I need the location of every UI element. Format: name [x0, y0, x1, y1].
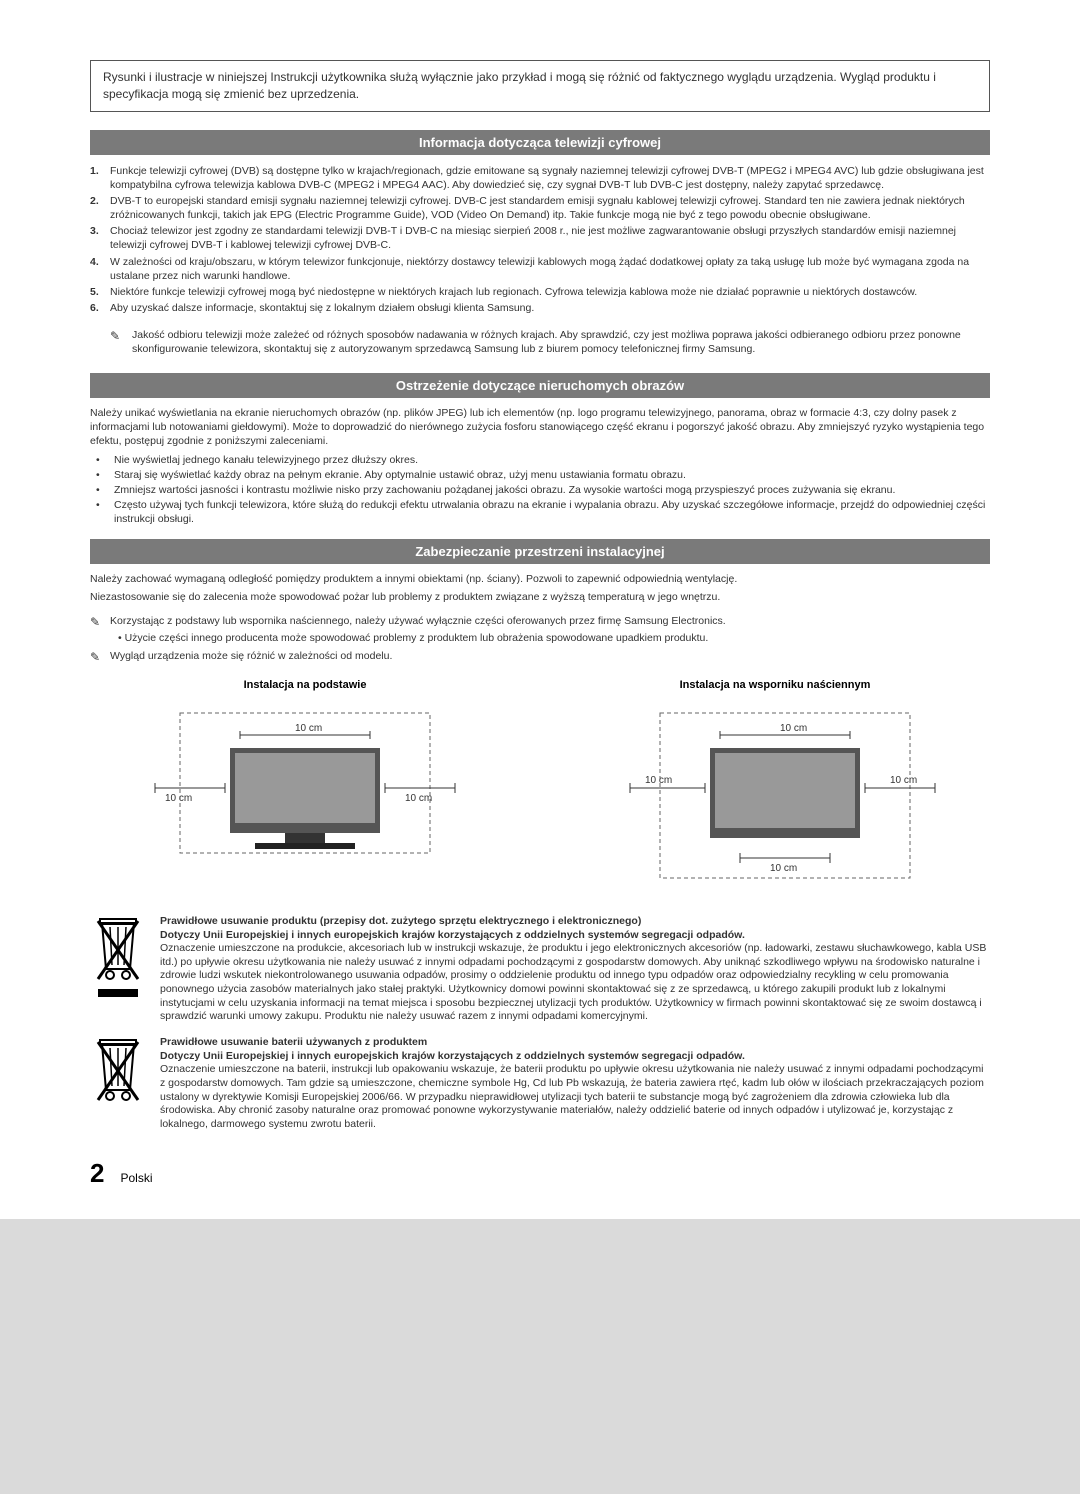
- section-header-install-space: Zabezpieczanie przestrzeni instalacyjnej: [90, 539, 990, 564]
- install-wall-col: Instalacja na wsporniku naściennym 10 cm…: [560, 679, 990, 893]
- disposal-body: Oznaczenie umieszczone na baterii, instr…: [160, 1063, 984, 1130]
- disposal-product-text: Prawidłowe usuwanie produktu (przepisy d…: [160, 915, 990, 1024]
- note-text: Wygląd urządzenia może się różnić w zale…: [110, 649, 392, 665]
- install-intro-2: Niezastosowanie się do zalecenia może sp…: [90, 590, 990, 604]
- disposal-title: Prawidłowe usuwanie produktu (przepisy d…: [160, 915, 641, 927]
- note-icon: ✎: [90, 649, 110, 665]
- bullet-text: Nie wyświetlaj jednego kanału telewizyjn…: [114, 453, 418, 467]
- list-num: 6.: [90, 301, 110, 315]
- list-item-text: Aby uzyskać dalsze informacje, skontaktu…: [110, 301, 990, 315]
- svg-text:10 cm: 10 cm: [770, 863, 797, 874]
- wall-diagram: 10 cm 10 cm 10 cm 10 cm: [610, 703, 940, 893]
- section-header-still-image: Ostrzeżenie dotyczące nieruchomych obraz…: [90, 373, 990, 398]
- install-note-2: ✎ Wygląd urządzenia może się różnić w za…: [90, 649, 990, 665]
- sub-note: ✎ Jakość odbioru telewizji może zależeć …: [110, 328, 990, 356]
- svg-text:10 cm: 10 cm: [780, 723, 807, 734]
- list-item-text: Chociaż telewizor jest zgodny ze standar…: [110, 224, 990, 252]
- svg-text:10 cm: 10 cm: [405, 793, 432, 804]
- list-item-text: Niektóre funkcje telewizji cyfrowej mogą…: [110, 285, 990, 299]
- install-intro-1: Należy zachować wymaganą odległość pomię…: [90, 572, 990, 586]
- notice-text: Rysunki i ilustracje w niniejszej Instru…: [103, 70, 936, 101]
- svg-text:10 cm: 10 cm: [645, 775, 672, 786]
- install-diagrams-row: Instalacja na podstawie 10 cm 10 cm 10 c…: [90, 679, 990, 893]
- disposal-product-row: Prawidłowe usuwanie produktu (przepisy d…: [90, 915, 990, 1024]
- list-item-text: W zależności od kraju/obszaru, w którym …: [110, 255, 990, 283]
- bullet-text: Zmniejsz wartości jasności i kontrastu m…: [114, 483, 895, 497]
- list-item-text: DVB-T to europejski standard emisji sygn…: [110, 194, 990, 222]
- list-item-text: Funkcje telewizji cyfrowej (DVB) są dost…: [110, 164, 990, 192]
- list-num: 5.: [90, 285, 110, 299]
- svg-text:10 cm: 10 cm: [890, 775, 917, 786]
- page-language: Polski: [120, 1171, 152, 1185]
- note-sub-bullet: Użycie części innego producenta może spo…: [118, 631, 726, 645]
- disposal-body: Oznaczenie umieszczone na produkcie, akc…: [160, 942, 986, 1022]
- battery-bin-icon: [90, 1036, 146, 1131]
- still-image-bullets: Nie wyświetlaj jednego kanału telewizyjn…: [90, 452, 990, 527]
- still-image-intro: Należy unikać wyświetlania na ekranie ni…: [90, 406, 990, 449]
- note-icon: ✎: [90, 614, 110, 644]
- disposal-title: Prawidłowe usuwanie baterii używanych z …: [160, 1036, 427, 1048]
- note-main: Korzystając z podstawy lub wspornika naś…: [110, 615, 726, 627]
- bullet-text: Często używaj tych funkcji telewizora, k…: [114, 498, 990, 526]
- disposal-battery-row: Prawidłowe usuwanie baterii używanych z …: [90, 1036, 990, 1131]
- note-icon: ✎: [110, 328, 132, 356]
- svg-text:10 cm: 10 cm: [295, 723, 322, 734]
- install-stand-title: Instalacja na podstawie: [90, 679, 520, 691]
- bullet-text: Staraj się wyświetlać każdy obraz na peł…: [114, 468, 686, 482]
- page-number: 2: [90, 1158, 104, 1189]
- svg-text:10 cm: 10 cm: [165, 793, 192, 804]
- list-num: 2.: [90, 194, 110, 222]
- section-header-digital-tv: Informacja dotycząca telewizji cyfrowej: [90, 130, 990, 155]
- digital-tv-list: 1.Funkcje telewizji cyfrowej (DVB) są do…: [90, 163, 990, 317]
- sub-note-text: Jakość odbioru telewizji może zależeć od…: [132, 328, 990, 356]
- stand-diagram: 10 cm 10 cm 10 cm: [140, 703, 470, 873]
- list-num: 3.: [90, 224, 110, 252]
- top-notice-box: Rysunki i ilustracje w niniejszej Instru…: [90, 60, 990, 112]
- install-wall-title: Instalacja na wsporniku naściennym: [560, 679, 990, 691]
- disposal-battery-text: Prawidłowe usuwanie baterii używanych z …: [160, 1036, 990, 1131]
- disposal-sub: Dotyczy Unii Europejskiej i innych europ…: [160, 1050, 745, 1062]
- install-note-1: ✎ Korzystając z podstawy lub wspornika n…: [90, 614, 990, 644]
- weee-bin-icon: [90, 915, 146, 1024]
- list-num: 1.: [90, 164, 110, 192]
- document-page: Rysunki i ilustracje w niniejszej Instru…: [0, 0, 1080, 1219]
- note-text: Korzystając z podstawy lub wspornika naś…: [110, 614, 726, 644]
- page-footer: 2 Polski: [90, 1158, 990, 1189]
- list-num: 4.: [90, 255, 110, 283]
- disposal-sub: Dotyczy Unii Europejskiej i innych europ…: [160, 929, 745, 941]
- install-stand-col: Instalacja na podstawie 10 cm 10 cm 10 c…: [90, 679, 520, 893]
